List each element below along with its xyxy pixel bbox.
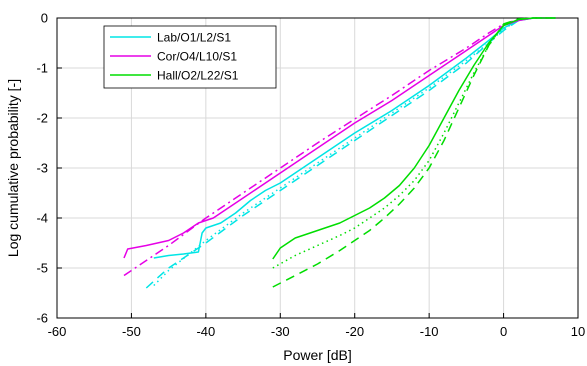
series-line-7 bbox=[272, 17, 556, 288]
x-tick-label: -50 bbox=[122, 324, 141, 339]
series-line-6 bbox=[272, 17, 556, 269]
legend: Lab/O1/L2/S1 Cor/O4/L10/S1 Hall/O2/L22/S1 bbox=[103, 25, 277, 89]
legend-label: Lab/O1/L2/S1 bbox=[157, 31, 231, 45]
series bbox=[123, 17, 556, 289]
y-tick-label: -1 bbox=[36, 61, 48, 76]
series-line-3 bbox=[123, 17, 556, 259]
y-tick-label: -6 bbox=[36, 311, 48, 326]
y-tick-label: -3 bbox=[36, 161, 48, 176]
x-tick-label: -40 bbox=[196, 324, 215, 339]
axis-ticks: -60 -50 -40 -30 -20 -10 0 10-6-5-4-3-2-10 bbox=[36, 11, 585, 340]
x-axis-title: Power [dB] bbox=[283, 347, 351, 363]
x-tick-label: -30 bbox=[271, 324, 290, 339]
y-axis-title: Log cumulative probability [-] bbox=[5, 79, 21, 257]
legend-label: Hall/O2/L22/S1 bbox=[157, 69, 239, 83]
legend-label: Cor/O4/L10/S1 bbox=[157, 50, 237, 64]
y-tick-label: -2 bbox=[36, 111, 48, 126]
y-tick-label: -4 bbox=[36, 211, 48, 226]
x-tick-label: -10 bbox=[420, 324, 439, 339]
series-line-2 bbox=[153, 17, 556, 287]
series-line-5 bbox=[272, 17, 556, 260]
x-tick-label: 10 bbox=[571, 324, 585, 339]
x-tick-label: -60 bbox=[48, 324, 67, 339]
x-tick-label: 0 bbox=[500, 324, 507, 339]
x-tick-label: -20 bbox=[345, 324, 364, 339]
y-tick-label: -5 bbox=[36, 261, 48, 276]
y-tick-label: 0 bbox=[41, 11, 48, 26]
